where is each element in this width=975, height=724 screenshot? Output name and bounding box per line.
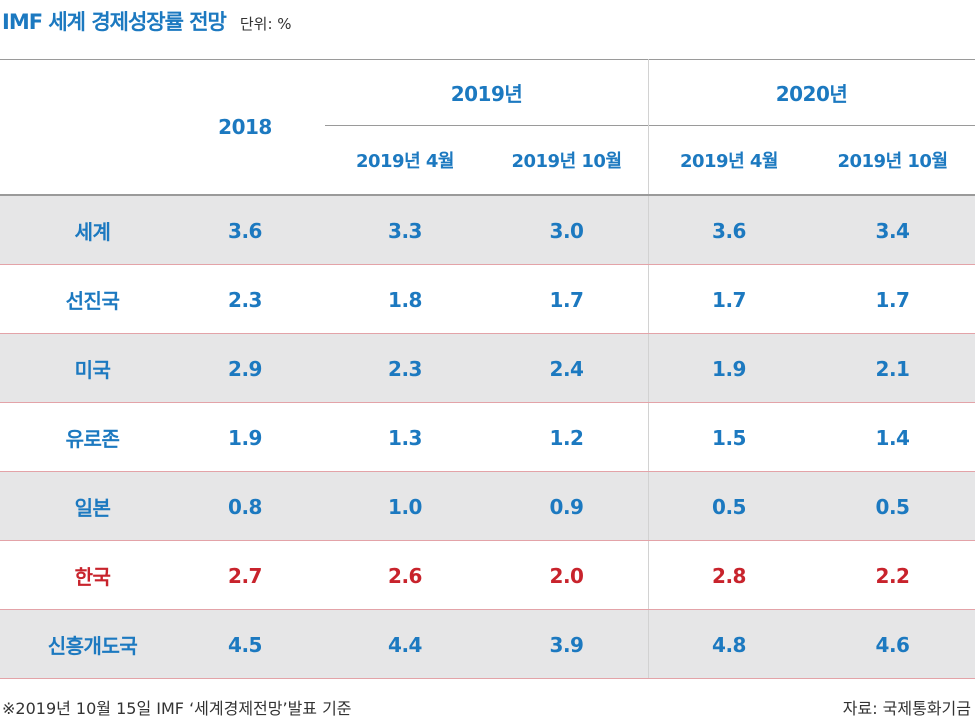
value-cell: 4.8 <box>712 632 746 657</box>
row-label: 일본 <box>74 496 111 520</box>
row-label: 세계 <box>74 220 111 244</box>
table-top-rule <box>0 59 975 60</box>
value-cell: 3.4 <box>875 218 910 243</box>
value-cell: 1.0 <box>388 494 422 519</box>
table-row: 한국 2.7 2.6 2.0 2.8 2.2 <box>0 541 975 610</box>
value-cell: 2.6 <box>388 563 422 588</box>
value-cell: 3.0 <box>549 218 584 243</box>
row-label: 신흥개도국 <box>47 634 138 658</box>
table-row: 선진국 2.3 1.8 1.7 1.7 1.7 <box>0 265 975 334</box>
value-cell: 1.7 <box>875 287 910 312</box>
value-cell: 2.2 <box>875 563 910 588</box>
value-cell: 1.9 <box>712 356 746 381</box>
value-cell: 2.8 <box>712 563 746 588</box>
unit-label: 단위: % <box>239 15 292 33</box>
group-divider <box>648 541 649 610</box>
value-cell: 3.6 <box>712 218 746 243</box>
value-cell: 1.5 <box>712 425 746 450</box>
value-cell: 0.5 <box>875 494 910 519</box>
value-cell: 2.4 <box>549 356 584 381</box>
value-cell: 4.4 <box>388 632 422 657</box>
table-row: 일본 0.8 1.0 0.9 0.5 0.5 <box>0 472 975 541</box>
value-cell: 2.1 <box>875 356 910 381</box>
header-2020-oct: 2019년 10월 <box>837 150 948 172</box>
header-2019-oct: 2019년 10월 <box>511 150 622 172</box>
header-2020-apr: 2019년 4월 <box>679 150 779 172</box>
table-row: 유로존 1.9 1.3 1.2 1.5 1.4 <box>0 403 975 472</box>
row-rule <box>0 609 975 610</box>
group-divider <box>648 334 649 403</box>
header-group-2019: 2019년 <box>450 81 523 106</box>
row-rule <box>0 333 975 334</box>
header-group-2020: 2020년 <box>775 81 848 106</box>
group-divider <box>648 403 649 472</box>
value-cell: 1.4 <box>875 425 910 450</box>
value-cell: 0.5 <box>712 494 746 519</box>
value-cell: 1.8 <box>388 287 422 312</box>
value-cell: 4.5 <box>228 632 262 657</box>
value-cell: 1.9 <box>228 425 262 450</box>
value-cell: 1.7 <box>549 287 584 312</box>
value-cell: 0.8 <box>228 494 262 519</box>
row-label: 선진국 <box>65 289 120 313</box>
table-row: 세계 3.6 3.3 3.0 3.6 3.4 <box>0 196 975 265</box>
header-group-divider <box>648 59 649 194</box>
row-label: 유로존 <box>65 427 120 451</box>
header-sub-rule <box>325 125 975 126</box>
footnote: ※2019년 10월 15일 IMF ‘세계경제전망’발표 기준 <box>2 699 352 718</box>
group-divider <box>648 265 649 334</box>
row-label: 미국 <box>74 358 111 382</box>
header-2018: 2018 <box>218 114 272 139</box>
source-note: 자료: 국제통화기금 <box>842 699 971 718</box>
value-cell: 1.3 <box>388 425 422 450</box>
group-divider <box>648 472 649 541</box>
row-label: 한국 <box>74 565 111 589</box>
value-cell: 2.7 <box>228 563 262 588</box>
value-cell: 1.7 <box>712 287 746 312</box>
value-cell: 2.9 <box>228 356 262 381</box>
row-rule <box>0 540 975 541</box>
value-cell: 2.0 <box>549 563 584 588</box>
header-bottom-rule <box>0 194 975 196</box>
title-bar: IMF 세계 경제성장률 전망 단위: % <box>2 6 292 36</box>
table-row: 신흥개도국 4.5 4.4 3.9 4.8 4.6 <box>0 610 975 679</box>
growth-table: 2018 2019년 2020년 2019년 4월 2019년 10월 2019… <box>0 59 975 679</box>
chart-title: IMF 세계 경제성장률 전망 <box>2 10 227 34</box>
value-cell: 1.2 <box>549 425 584 450</box>
group-divider <box>648 610 649 679</box>
row-rule <box>0 264 975 265</box>
value-cell: 2.3 <box>388 356 422 381</box>
row-rule <box>0 471 975 472</box>
row-rule <box>0 678 975 679</box>
value-cell: 0.9 <box>549 494 584 519</box>
row-rule <box>0 402 975 403</box>
value-cell: 2.3 <box>228 287 262 312</box>
group-divider <box>648 196 649 265</box>
value-cell: 4.6 <box>875 632 910 657</box>
value-cell: 3.9 <box>549 632 584 657</box>
value-cell: 3.6 <box>228 218 262 243</box>
header-2019-apr: 2019년 4월 <box>355 150 455 172</box>
value-cell: 3.3 <box>388 218 422 243</box>
table-row: 미국 2.9 2.3 2.4 1.9 2.1 <box>0 334 975 403</box>
